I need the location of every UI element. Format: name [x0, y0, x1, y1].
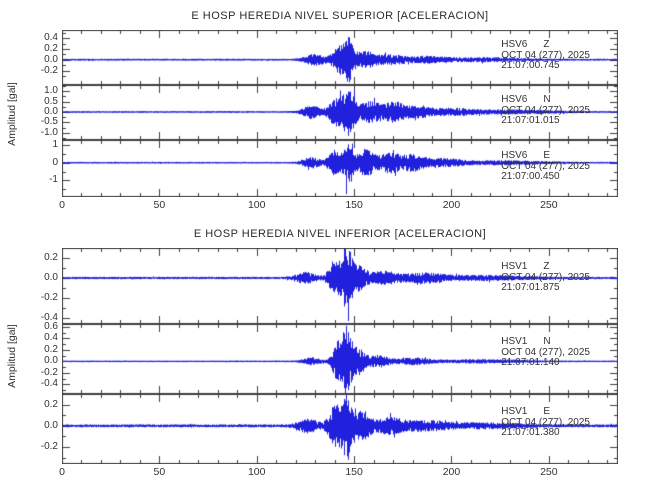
waveform-hsv1-e	[62, 394, 618, 464]
trace-hsv1-n: 0.6 0.4 0.2 0.0 -0.2 -0.4 HSV1 N OCT 04 (277), 2…	[41, 321, 618, 394]
traces-superior: 0.4 0.2 0.0 -0.2 HSV6 Z OCT 04 (277), 2025 21:0…	[6, 30, 618, 197]
y-tick-label: -1.0	[40, 126, 58, 138]
trace-hsv6-z: 0.4 0.2 0.0 -0.2 HSV6 Z OCT 04 (277), 2025 21:0…	[41, 30, 618, 85]
station-label: HSV1	[501, 261, 528, 272]
x-tick-label: 100	[247, 466, 266, 478]
y-tick-label: 0.2	[44, 343, 58, 355]
station-channel-label: HSV6 Z	[501, 39, 590, 51]
trace-info-hsv6-e: HSV6 E OCT 04 (277), 2025 21:07:00.450	[501, 150, 590, 183]
y-axis-title-text: Amplitud [gal]	[6, 81, 18, 146]
date-label: OCT 04 (277), 2025	[501, 49, 590, 61]
trace-hsv6-e: 1 0 -1 HSV6 E OCT 04 (277), 2025 21:07:00.450	[49, 140, 618, 197]
waveform-hsv1-n	[62, 324, 618, 394]
trace-hsv1-e: 0.2 0.0 -0.2 HSV1 E OCT 04 (277), 2025 21:07:0…	[41, 394, 618, 464]
x-tick-label: 200	[442, 466, 461, 478]
channel-label: N	[543, 336, 551, 347]
trace-info-hsv1-n: HSV1 N OCT 04 (277), 2025 21:07:01.140	[501, 336, 590, 369]
y-tick-label: -0.4	[40, 312, 58, 323]
station-channel-label: HSV6 E	[501, 150, 590, 162]
y-tick-label: 1.0	[44, 85, 58, 97]
station-label: HSV1	[501, 406, 528, 417]
trace-info-hsv1-e: HSV1 E OCT 04 (277), 2025 21:07:01.380	[501, 406, 590, 439]
date-label: OCT 04 (277), 2025	[501, 104, 590, 116]
x-tick-label: 250	[540, 199, 558, 211]
channel-label: E	[543, 150, 551, 161]
channel-label: Z	[543, 39, 550, 50]
x-tick-label: 250	[540, 466, 558, 478]
y-tick-label: 0.6	[44, 320, 58, 332]
y-tick-label: 0.0	[44, 272, 58, 283]
y-tick-label: -0.2	[40, 64, 58, 76]
station-channel-label: HSV1 Z	[501, 261, 590, 273]
station-label: HSV6	[501, 39, 528, 50]
date-label: OCT 04 (277), 2025	[501, 416, 590, 428]
waveform-hsv1-z	[62, 248, 618, 324]
y-tick-label: 0.2	[44, 42, 58, 54]
x-tick-label: 150	[345, 466, 363, 478]
y-tick-label: 0.0	[44, 419, 58, 431]
channel-label: Z	[543, 261, 550, 272]
panel-title-inferior: E HOSP HEREDIA NIVEL INFERIOR [ACELERACI…	[193, 228, 487, 240]
traces-inferior: 0.2 0.0 -0.2 -0.4 HSV1 Z OCT 04 (277), 2025 21:…	[6, 248, 618, 464]
trace-hsv6-n: 1.0 0.5 0.0 -0.5 -1.0 HSV6 N OCT 04 (277), 2025…	[41, 85, 618, 140]
y-tick-label: -1	[49, 174, 58, 186]
x-tick-label: 200	[442, 199, 461, 211]
panel-nivel-superior: E HOSP HEREDIA NIVEL SUPERIOR [ACELERACI…	[6, 10, 618, 212]
channel-label: N	[543, 94, 551, 105]
x-axis-superior: 0 50 100 150 200 250	[59, 197, 618, 212]
date-label: OCT 04 (277), 2025	[501, 271, 590, 283]
station-channel-label: HSV6 N	[501, 94, 590, 106]
station-label: HSV6	[501, 150, 528, 161]
station-label: HSV1	[501, 336, 528, 347]
y-tick-label: -0.2	[40, 441, 58, 453]
x-axis-inferior: 0 50 100 150 200 250	[59, 464, 618, 479]
panel-nivel-inferior: E HOSP HEREDIA NIVEL INFERIOR [ACELERACI…	[6, 228, 618, 479]
y-tick-label: 0.5	[44, 95, 58, 107]
y-tick-label: -0.2	[40, 292, 58, 303]
start-time-label: 21:07:01.875	[501, 282, 560, 293]
channel-label: E	[543, 406, 551, 417]
y-tick-label: 0.0	[44, 53, 58, 65]
y-axis-title-text: Amplitud [gal]	[6, 324, 18, 388]
date-label: OCT 04 (277), 2025	[501, 160, 590, 172]
station-channel-label: HSV1 E	[501, 406, 590, 418]
y-tick-label: 0	[52, 156, 58, 168]
y-tick-label: 0.2	[44, 398, 58, 410]
x-tick-label: 150	[345, 199, 363, 211]
y-tick-label: 0.0	[44, 106, 58, 117]
start-time-label: 21:07:01.015	[501, 115, 560, 126]
start-time-label: 21:07:01.140	[501, 357, 560, 368]
y-tick-label: 1	[52, 139, 58, 151]
x-tick-label: 50	[153, 199, 166, 211]
waveform-hsv6-e	[62, 140, 618, 197]
x-tick-label: 0	[59, 199, 65, 211]
start-time-label: 21:07:00.745	[501, 60, 560, 71]
y-tick-label: -0.2	[40, 366, 58, 378]
trace-hsv1-z: 0.2 0.0 -0.2 -0.4 HSV1 Z OCT 04 (277), 2025 21:…	[41, 248, 618, 324]
station-label: HSV6	[501, 94, 528, 105]
y-tick-label: -0.5	[40, 116, 58, 128]
x-tick-label: 50	[153, 466, 166, 478]
y-tick-label: 0.0	[44, 355, 58, 367]
trace-info-hsv6-z: HSV6 Z OCT 04 (277), 2025 21:07:00.745	[501, 39, 590, 72]
date-label: OCT 04 (277), 2025	[501, 346, 590, 358]
y-tick-label: 0.4	[44, 32, 58, 44]
waveform-hsv6-n	[62, 85, 618, 140]
start-time-label: 21:07:01.380	[501, 427, 560, 438]
y-tick-label: 0.2	[44, 252, 58, 263]
x-tick-label: 0	[59, 466, 65, 478]
waveform-hsv6-z	[62, 30, 618, 85]
trace-info-hsv6-n: HSV6 N OCT 04 (277), 2025 21:07:01.015	[501, 94, 590, 127]
station-channel-label: HSV1 N	[501, 336, 590, 348]
trace-info-hsv1-z: HSV1 Z OCT 04 (277), 2025 21:07:01.875	[501, 261, 590, 294]
y-tick-label: 0.4	[44, 332, 58, 344]
x-tick-label: 100	[247, 199, 266, 211]
start-time-label: 21:07:00.450	[501, 171, 560, 182]
panel-title-superior: E HOSP HEREDIA NIVEL SUPERIOR [ACELERACI…	[191, 10, 489, 22]
y-tick-label: -0.4	[40, 378, 58, 390]
